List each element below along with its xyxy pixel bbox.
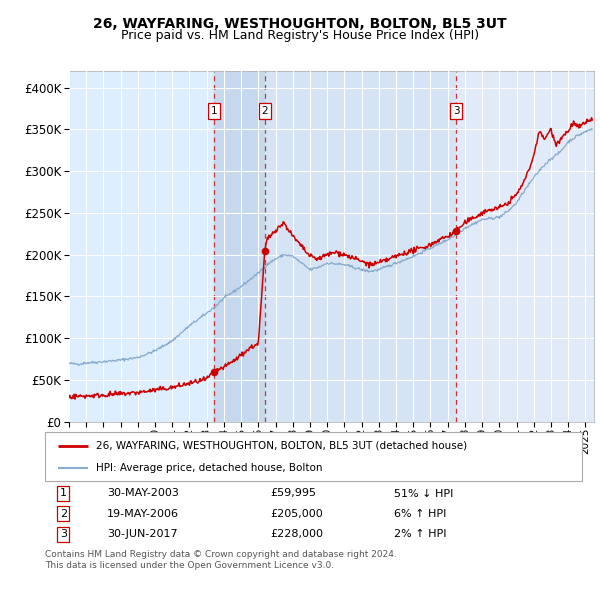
Text: £205,000: £205,000	[271, 509, 323, 519]
Text: This data is licensed under the Open Government Licence v3.0.: This data is licensed under the Open Gov…	[45, 560, 334, 569]
Text: 3: 3	[453, 106, 460, 116]
Text: 51% ↓ HPI: 51% ↓ HPI	[394, 489, 454, 499]
Text: 2% ↑ HPI: 2% ↑ HPI	[394, 529, 446, 539]
Text: 30-JUN-2017: 30-JUN-2017	[107, 529, 178, 539]
Text: 1: 1	[211, 106, 217, 116]
Text: 30-MAY-2003: 30-MAY-2003	[107, 489, 179, 499]
Text: Price paid vs. HM Land Registry's House Price Index (HPI): Price paid vs. HM Land Registry's House …	[121, 30, 479, 42]
Bar	[456, 71, 594, 422]
Text: £59,995: £59,995	[271, 489, 317, 499]
Text: 1: 1	[60, 489, 67, 499]
Text: 3: 3	[60, 529, 67, 539]
Text: 2: 2	[262, 106, 268, 116]
Text: £228,000: £228,000	[271, 529, 323, 539]
Text: Contains HM Land Registry data © Crown copyright and database right 2024.: Contains HM Land Registry data © Crown c…	[45, 550, 397, 559]
Text: HPI: Average price, detached house, Bolton: HPI: Average price, detached house, Bolt…	[96, 463, 323, 473]
Text: 19-MAY-2006: 19-MAY-2006	[107, 509, 179, 519]
Bar	[214, 71, 265, 422]
Text: 2: 2	[59, 509, 67, 519]
Bar	[265, 71, 456, 422]
Text: 26, WAYFARING, WESTHOUGHTON, BOLTON, BL5 3UT (detached house): 26, WAYFARING, WESTHOUGHTON, BOLTON, BL5…	[96, 441, 467, 451]
Text: 26, WAYFARING, WESTHOUGHTON, BOLTON, BL5 3UT: 26, WAYFARING, WESTHOUGHTON, BOLTON, BL5…	[93, 17, 507, 31]
Text: 6% ↑ HPI: 6% ↑ HPI	[394, 509, 446, 519]
